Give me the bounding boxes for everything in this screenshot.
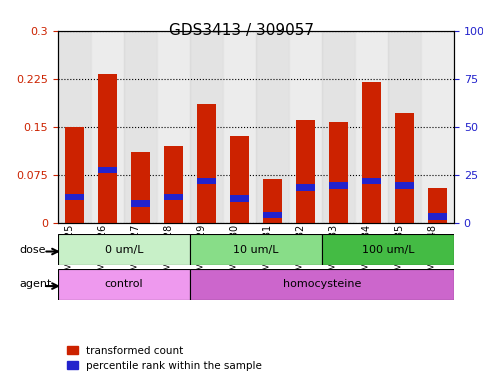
Bar	[229, 136, 249, 223]
Text: control: control	[105, 279, 143, 289]
FancyBboxPatch shape	[190, 234, 322, 265]
Bar	[427, 213, 447, 220]
Bar	[157, 31, 190, 223]
Bar	[124, 31, 157, 223]
Bar	[229, 195, 249, 202]
Text: dose: dose	[19, 245, 46, 255]
Bar	[91, 31, 124, 223]
Bar	[65, 127, 85, 223]
Bar	[197, 178, 216, 184]
Bar	[328, 182, 348, 189]
Bar	[58, 31, 91, 223]
Text: homocysteine: homocysteine	[283, 279, 361, 289]
Bar	[164, 194, 184, 200]
FancyBboxPatch shape	[58, 269, 190, 300]
Bar	[355, 31, 388, 223]
Bar	[65, 194, 85, 200]
Text: agent: agent	[19, 279, 52, 289]
Legend: transformed count, percentile rank within the sample: transformed count, percentile rank withi…	[63, 341, 266, 375]
FancyBboxPatch shape	[58, 234, 190, 265]
Bar	[395, 182, 414, 189]
Text: 100 um/L: 100 um/L	[362, 245, 414, 255]
Bar	[263, 212, 283, 218]
Bar	[130, 200, 150, 207]
Bar	[296, 120, 315, 223]
Bar	[395, 113, 414, 223]
Bar	[223, 31, 256, 223]
Bar	[421, 31, 454, 223]
Bar	[256, 31, 289, 223]
Bar	[263, 179, 283, 223]
Bar	[130, 152, 150, 223]
Bar	[98, 74, 117, 223]
Bar	[296, 184, 315, 191]
Text: 10 um/L: 10 um/L	[233, 245, 279, 255]
Bar	[98, 167, 117, 174]
Bar	[164, 146, 184, 223]
Text: 0 um/L: 0 um/L	[105, 245, 143, 255]
Bar	[427, 187, 447, 223]
Bar	[197, 104, 216, 223]
Bar	[388, 31, 421, 223]
Bar	[289, 31, 322, 223]
FancyBboxPatch shape	[190, 269, 454, 300]
Bar	[362, 82, 382, 223]
Bar	[328, 122, 348, 223]
FancyBboxPatch shape	[322, 234, 454, 265]
Bar	[190, 31, 223, 223]
Bar	[362, 178, 382, 184]
Bar	[322, 31, 355, 223]
Text: GDS3413 / 309057: GDS3413 / 309057	[169, 23, 314, 38]
